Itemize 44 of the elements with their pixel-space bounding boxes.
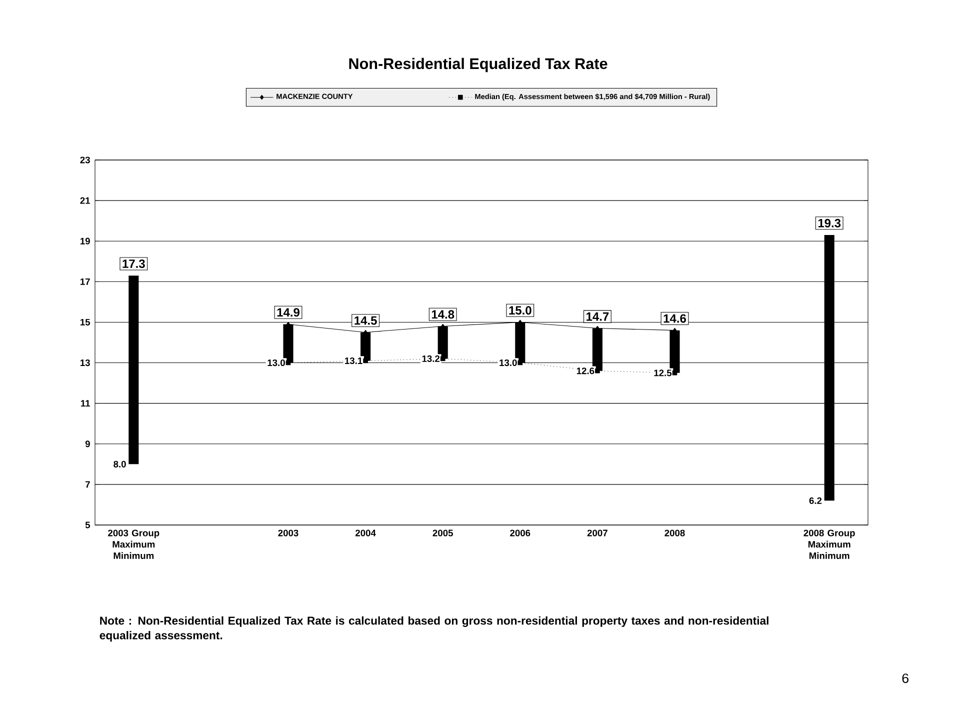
- data-label: 14.7: [586, 312, 609, 321]
- point: [440, 356, 446, 362]
- y-tick-label: 23: [80, 156, 90, 164]
- y-tick-label: 17: [80, 278, 90, 285]
- annotation: 8.0: [114, 460, 126, 468]
- bar: [128, 276, 139, 464]
- annotation: 6.2: [809, 497, 822, 504]
- y-tick-label: 21: [80, 197, 90, 204]
- text: 6: [902, 674, 908, 684]
- annotation: 19.3: [818, 218, 841, 228]
- x-tick-label: 2005: [432, 530, 453, 536]
- x-tick-label: 2003 Group Maximum Minimum: [108, 530, 160, 559]
- x-tick-label: 2008: [664, 530, 685, 536]
- data-label: 12.6: [576, 368, 594, 374]
- data-label: 12.5: [654, 370, 672, 376]
- y-tick-label: 19: [80, 238, 90, 244]
- y-tick-label: 15: [80, 318, 90, 326]
- x-tick-label: 2004: [355, 530, 376, 536]
- data-label: 14.9: [277, 308, 300, 317]
- y-tick-label: 5: [85, 522, 90, 528]
- y-tick-label: 9: [85, 440, 90, 448]
- data-label: 14.6: [664, 314, 686, 323]
- data-label: 13.2: [422, 355, 440, 362]
- annotation: 17.3: [122, 259, 145, 268]
- data-label: 13.0: [268, 359, 285, 366]
- y-tick-label: 7: [86, 481, 90, 488]
- data-label: 14.5: [354, 316, 377, 325]
- bar: [824, 235, 834, 501]
- x-tick-label: 2008 Group Maximum Minimum: [804, 530, 855, 559]
- chart-title: Non-Residential Equalized Tax Rate: [349, 58, 608, 72]
- y-tick-label: 11: [81, 400, 90, 407]
- x-tick-label: 2003: [278, 530, 298, 536]
- point: [518, 360, 523, 366]
- point: [363, 358, 368, 364]
- x-tick-label: 2006: [510, 530, 530, 536]
- data-label: 13.1: [345, 357, 362, 364]
- y-tick-label: 13: [80, 359, 90, 366]
- text: Note : Non-Residential Equalized Tax Rate is calculated based on gross non-residential property taxes and non-residential equalized assessment.: [100, 616, 768, 642]
- data-label: 14.8: [432, 310, 454, 319]
- point: [672, 370, 678, 376]
- data-label: 13.0: [500, 359, 517, 366]
- data-label: 15.0: [509, 306, 532, 315]
- point: [595, 368, 600, 374]
- x-tick-label: 2007: [587, 530, 608, 536]
